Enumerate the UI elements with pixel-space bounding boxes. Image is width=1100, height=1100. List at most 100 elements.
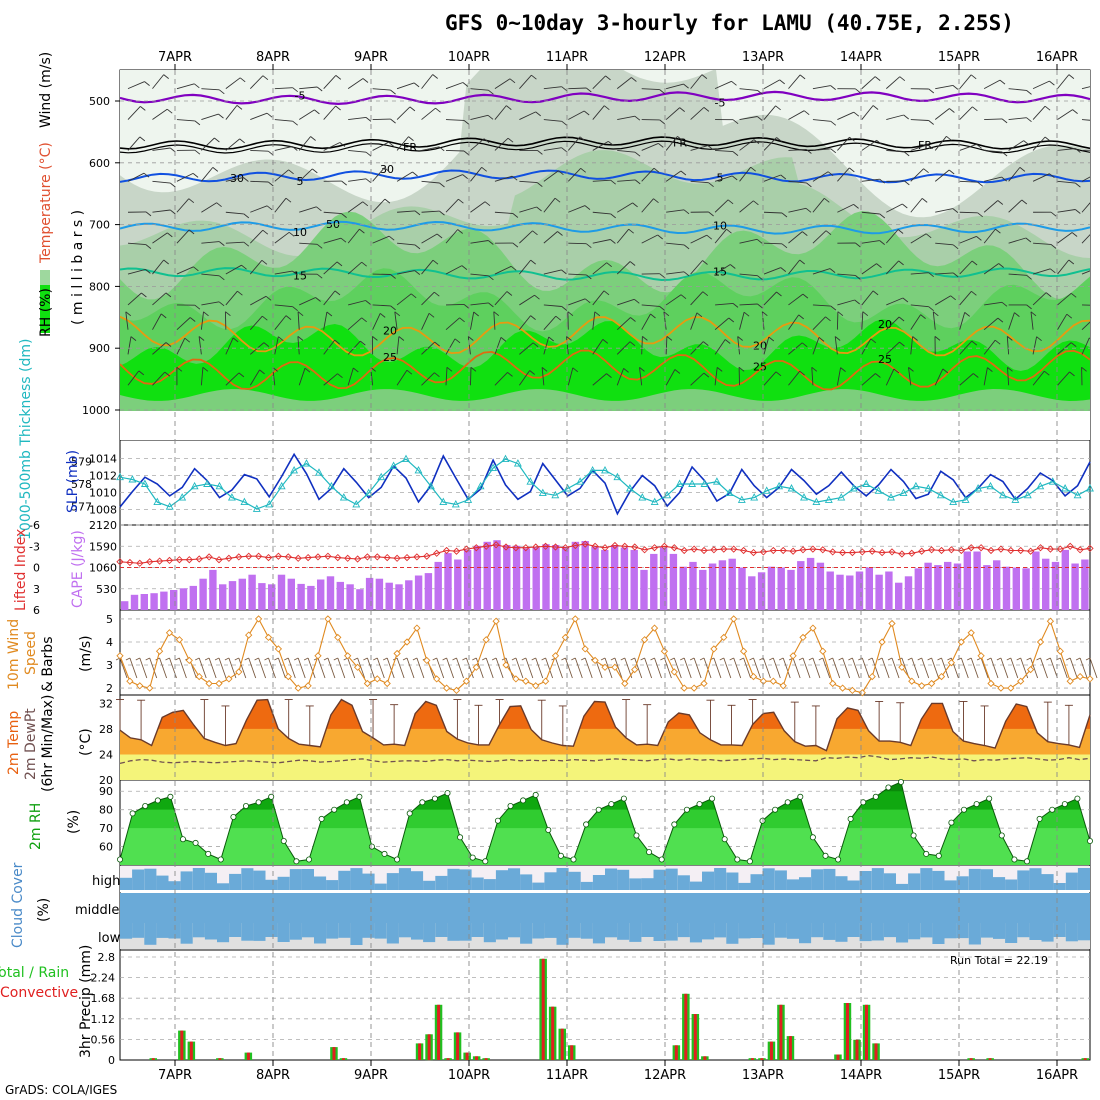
- rh2m-marker: [709, 795, 716, 802]
- wind-barb-flag: [898, 316, 905, 322]
- wind-barb: [372, 141, 389, 151]
- wind-barb-flag: [870, 338, 877, 344]
- li-marker: [344, 554, 352, 562]
- wind-barb-flag: [414, 244, 421, 250]
- wind-barb-flag: [799, 370, 805, 376]
- wind10-barb: [386, 657, 395, 679]
- thickness-marker: [613, 472, 622, 481]
- wind10-barb-flag: [679, 657, 685, 661]
- wind-barb: [1057, 313, 1068, 330]
- wind-barb-flag: [439, 182, 445, 188]
- wind10-marker: [720, 633, 728, 642]
- wind10-marker: [1086, 675, 1094, 683]
- wind-barb-flag: [971, 260, 978, 266]
- wind10-barb-flag: [650, 657, 655, 661]
- precip-conv-bar: [760, 1058, 764, 1060]
- wind-barb: [470, 88, 489, 91]
- wind-barb-flag: [579, 136, 586, 142]
- precip-conv-bar: [674, 1045, 678, 1060]
- li-marker: [967, 544, 975, 552]
- thickness-marker: [140, 479, 149, 487]
- cape-bar: [650, 553, 658, 610]
- wind-barb: [299, 297, 316, 306]
- wind10-marker: [512, 675, 520, 683]
- cape-bar: [836, 574, 844, 610]
- thickness-marker: [911, 481, 920, 490]
- wind-barb: [616, 341, 631, 355]
- wind-barb-flag: [216, 202, 222, 208]
- wind10-barb-flag: [630, 657, 635, 661]
- wind-barb-flag: [1072, 109, 1078, 114]
- wind-barb: [347, 340, 361, 355]
- wind-barb: [666, 242, 685, 246]
- wind-barb: [152, 232, 168, 244]
- thickness-marker: [1011, 495, 1020, 503]
- rh-panel-labels: 2m RH (%): [28, 803, 82, 850]
- cape-bar: [816, 562, 825, 610]
- wind10-barb: [861, 657, 870, 679]
- li-marker: [294, 554, 302, 562]
- wind-barb: [983, 200, 999, 213]
- thickness-marker: [178, 493, 187, 501]
- wind-barb-flag: [145, 269, 151, 274]
- wind-barb-flag: [683, 209, 690, 215]
- thickness-marker: [489, 463, 498, 472]
- wind10-barb: [614, 657, 623, 679]
- wind-barb-flag: [950, 295, 956, 301]
- cloud-low-bar: [932, 923, 945, 944]
- wind-barb-flag: [679, 107, 685, 112]
- wind-barb: [837, 273, 856, 276]
- wind-barb-flag: [1001, 151, 1008, 157]
- wind-barb-flag: [435, 107, 441, 113]
- wind-barb-flag: [566, 336, 572, 341]
- wind-barb-flag: [879, 178, 885, 184]
- wind-barb: [543, 119, 562, 122]
- wind-barb: [763, 371, 777, 386]
- cloud-high-bar: [653, 869, 666, 890]
- wind-barb-flag: [261, 259, 268, 265]
- wind-barb: [934, 136, 947, 151]
- rh2m-marker: [935, 852, 942, 859]
- cloud-low-bar: [653, 923, 666, 941]
- temp-tick-label: 24: [99, 748, 113, 761]
- wind10-barb-flag: [699, 657, 705, 661]
- wind-barb-flag: [818, 337, 825, 342]
- wind-barb-flag: [166, 108, 173, 114]
- wind-barb: [934, 368, 944, 386]
- wind-barb-flag: [776, 291, 782, 297]
- wind-barb: [788, 207, 807, 213]
- wind10-barb-flag: [561, 657, 566, 661]
- wind-barb: [567, 136, 581, 151]
- wind10-barb: [307, 657, 316, 679]
- precip-conv-bar: [703, 1056, 707, 1060]
- wind10-marker: [1026, 665, 1035, 674]
- wind-barb: [861, 338, 872, 355]
- li-marker: [1056, 545, 1064, 553]
- wind10-barb-flag: [452, 657, 457, 661]
- precip-conv-bar: [437, 1004, 441, 1060]
- wind-barb: [1081, 119, 1090, 121]
- isotherm-line: [120, 220, 1090, 235]
- cloud-high-bar: [168, 881, 181, 890]
- li-marker: [1066, 542, 1074, 550]
- wind-barb-flag: [897, 229, 904, 234]
- wind-barb-flag: [853, 111, 860, 117]
- wind-barb: [249, 75, 264, 89]
- cape-bar: [718, 560, 727, 610]
- wind10-barb-flag: [907, 657, 913, 661]
- date-axis-top: 7APR 8APR 9APR 10APR 11APR 12APR 13APR 14APR 15A…: [158, 50, 1078, 65]
- wind-barb: [396, 270, 415, 275]
- wind-barb: [225, 264, 242, 275]
- wind10-barb: [812, 657, 821, 679]
- wind-barb: [886, 203, 903, 213]
- cape-bar: [277, 574, 286, 610]
- li-marker: [700, 546, 708, 555]
- li-marker: [146, 558, 154, 566]
- wind10-barb: [208, 657, 217, 679]
- rh2m-marker: [1049, 806, 1056, 813]
- wind-barb-flag: [608, 141, 614, 146]
- wind-barb: [152, 259, 165, 275]
- li-marker: [423, 552, 431, 560]
- date-label-bottom: 10APR: [448, 1068, 490, 1083]
- wind-barb-flag: [365, 151, 372, 157]
